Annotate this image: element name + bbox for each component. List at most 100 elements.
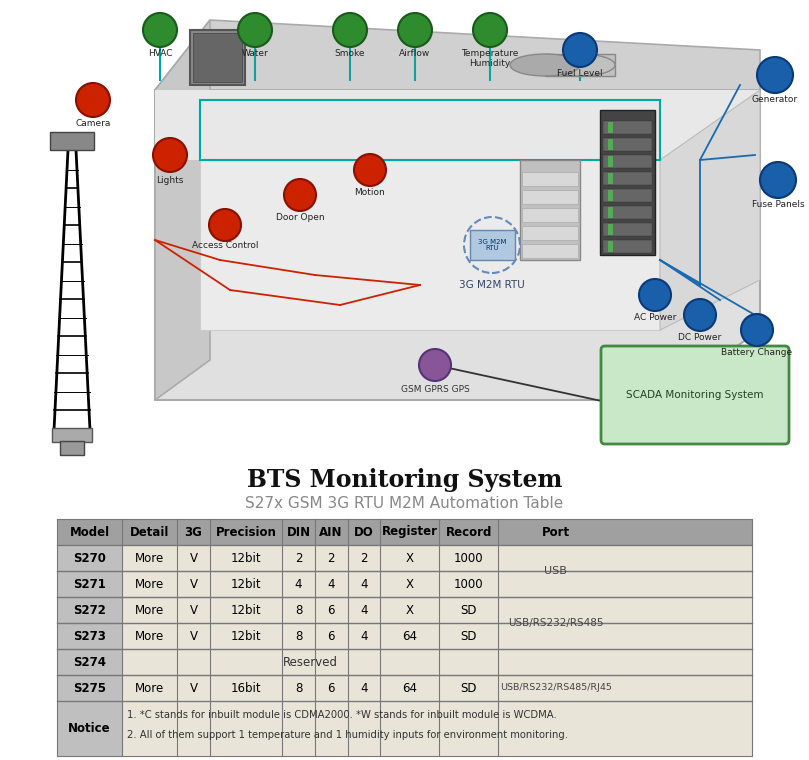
Circle shape bbox=[639, 279, 671, 311]
Text: 2: 2 bbox=[360, 552, 367, 565]
Bar bbox=[57, 649, 122, 675]
Bar bbox=[603, 172, 652, 185]
Text: Reserved: Reserved bbox=[283, 655, 338, 669]
Bar bbox=[122, 571, 752, 597]
Bar bbox=[608, 173, 613, 184]
Text: SCADA Monitoring System: SCADA Monitoring System bbox=[626, 390, 764, 400]
Text: Airflow: Airflow bbox=[400, 49, 430, 58]
Bar bbox=[522, 226, 578, 240]
Text: 3G M2M RTU: 3G M2M RTU bbox=[460, 280, 525, 290]
Text: X: X bbox=[405, 552, 413, 565]
Text: Fuel Level: Fuel Level bbox=[557, 69, 603, 78]
Bar bbox=[603, 121, 652, 134]
Bar bbox=[608, 241, 613, 252]
Text: 8: 8 bbox=[294, 682, 303, 695]
Text: 64: 64 bbox=[402, 629, 417, 642]
Bar bbox=[522, 172, 578, 186]
Text: 16bit: 16bit bbox=[231, 682, 261, 695]
Text: X: X bbox=[405, 578, 413, 591]
Bar bbox=[522, 190, 578, 204]
Text: S274: S274 bbox=[73, 655, 106, 669]
Text: Battery Change: Battery Change bbox=[722, 348, 793, 357]
Text: 2. All of them support 1 temperature and 1 humidity inputs for environment monit: 2. All of them support 1 temperature and… bbox=[127, 730, 569, 740]
Text: V: V bbox=[189, 682, 197, 695]
Text: More: More bbox=[135, 603, 164, 616]
Text: 6: 6 bbox=[328, 629, 335, 642]
Text: 64: 64 bbox=[402, 682, 417, 695]
Bar bbox=[57, 701, 122, 756]
Bar bbox=[522, 208, 578, 222]
Ellipse shape bbox=[545, 54, 615, 76]
Text: S273: S273 bbox=[74, 629, 106, 642]
Bar bbox=[57, 675, 122, 701]
Circle shape bbox=[760, 162, 796, 198]
Bar bbox=[470, 230, 515, 260]
Bar bbox=[545, 54, 615, 76]
Bar bbox=[608, 156, 613, 167]
Text: V: V bbox=[189, 629, 197, 642]
Text: USB: USB bbox=[544, 566, 567, 576]
Circle shape bbox=[354, 154, 386, 186]
Bar bbox=[122, 597, 752, 623]
Circle shape bbox=[473, 13, 507, 47]
Text: 4: 4 bbox=[360, 682, 367, 695]
Bar bbox=[608, 207, 613, 218]
Text: 12bit: 12bit bbox=[231, 552, 261, 565]
Text: GSM GPRS GPS: GSM GPRS GPS bbox=[400, 385, 469, 394]
Text: V: V bbox=[189, 578, 197, 591]
Bar bbox=[498, 649, 613, 675]
Circle shape bbox=[76, 83, 110, 117]
Text: Detail: Detail bbox=[130, 525, 169, 539]
Bar bbox=[608, 224, 613, 235]
Circle shape bbox=[333, 13, 367, 47]
Text: 6: 6 bbox=[328, 682, 335, 695]
Text: Fuse Panels: Fuse Panels bbox=[752, 200, 804, 209]
Bar bbox=[522, 244, 578, 258]
Bar bbox=[603, 240, 652, 253]
Bar bbox=[50, 132, 94, 150]
Text: AC Power: AC Power bbox=[633, 313, 676, 322]
Circle shape bbox=[684, 299, 716, 331]
Polygon shape bbox=[200, 160, 660, 330]
Bar bbox=[603, 223, 652, 236]
Text: 1. *C stands for inbuilt module is CDMA2000. *W stands for inbuilt module is WCD: 1. *C stands for inbuilt module is CDMA2… bbox=[127, 710, 557, 720]
Circle shape bbox=[419, 349, 451, 381]
Text: Notice: Notice bbox=[68, 722, 111, 735]
Bar bbox=[122, 701, 752, 756]
Bar bbox=[498, 597, 613, 649]
Circle shape bbox=[284, 179, 316, 211]
Text: Lights: Lights bbox=[156, 176, 184, 185]
Bar bbox=[190, 30, 245, 85]
Text: Access Control: Access Control bbox=[192, 241, 258, 250]
Text: 1000: 1000 bbox=[454, 578, 484, 591]
Polygon shape bbox=[155, 90, 760, 400]
Circle shape bbox=[741, 314, 773, 346]
Polygon shape bbox=[660, 90, 760, 330]
Bar bbox=[603, 155, 652, 168]
FancyBboxPatch shape bbox=[601, 346, 789, 444]
Text: V: V bbox=[189, 603, 197, 616]
Bar bbox=[600, 110, 655, 255]
Text: 4: 4 bbox=[294, 578, 303, 591]
Text: Temperature
Humidity: Temperature Humidity bbox=[461, 49, 519, 68]
Text: S272: S272 bbox=[74, 603, 106, 616]
Text: 3G: 3G bbox=[184, 525, 202, 539]
Text: Smoke: Smoke bbox=[335, 49, 365, 58]
Text: 12bit: 12bit bbox=[231, 629, 261, 642]
Text: SD: SD bbox=[460, 629, 477, 642]
Text: V: V bbox=[189, 552, 197, 565]
Bar bbox=[603, 189, 652, 202]
Text: More: More bbox=[135, 629, 164, 642]
Text: Model: Model bbox=[70, 525, 110, 539]
Text: DIN: DIN bbox=[286, 525, 311, 539]
Text: SD: SD bbox=[460, 603, 477, 616]
Text: More: More bbox=[135, 552, 164, 565]
Text: Water: Water bbox=[242, 49, 269, 58]
Text: 3G M2M
RTU: 3G M2M RTU bbox=[478, 239, 506, 252]
Text: AIN: AIN bbox=[320, 525, 343, 539]
Text: More: More bbox=[135, 682, 164, 695]
Text: More: More bbox=[135, 578, 164, 591]
Text: 2: 2 bbox=[294, 552, 303, 565]
Text: 4: 4 bbox=[328, 578, 335, 591]
Bar bbox=[57, 545, 122, 571]
